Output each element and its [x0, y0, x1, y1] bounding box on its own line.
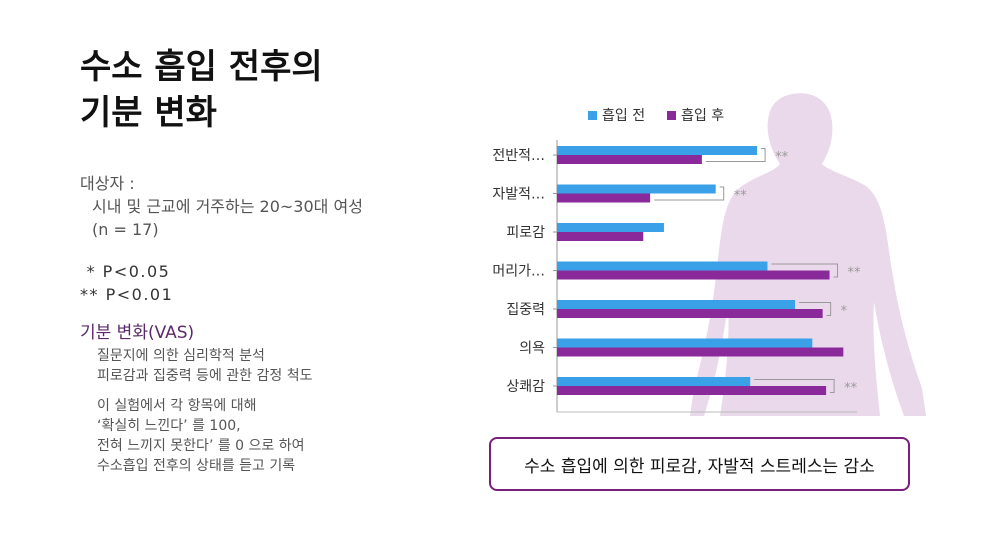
legend-swatch-before — [588, 110, 597, 120]
bar-after — [557, 386, 827, 395]
bar-after — [557, 155, 702, 164]
category-label: 의욕 — [519, 341, 545, 357]
significance-bracket — [654, 186, 725, 201]
legend-swatch-after — [667, 110, 677, 120]
bar-before — [557, 300, 796, 309]
method-notes-1: 질문지에 의한 심리학적 분석 피로감과 집중력 등에 관한 감정 척도 — [97, 346, 312, 386]
significance-marker: * — [841, 304, 848, 319]
bar-before — [557, 146, 758, 155]
significance-bracket — [705, 148, 766, 162]
silhouette-shape — [690, 93, 926, 417]
legend-label-after: 흡입 후 — [681, 108, 725, 124]
category-label: 자발적… — [492, 187, 545, 203]
p-value-1: * P<0.05 — [80, 262, 171, 281]
significance-bracket — [799, 302, 832, 316]
significance-bracket — [771, 263, 839, 278]
significance-bracket — [754, 379, 835, 393]
conclusion-text: 수소 흡입에 의한 피로감, 자발적 스트레스는 감소 — [524, 456, 875, 477]
bar-before — [557, 377, 751, 386]
subject-label: 대상자 : — [80, 174, 135, 193]
note-line: 질문지에 의한 심리학적 분석 — [97, 348, 265, 364]
category-label: 집중력 — [506, 302, 545, 318]
bar-before — [557, 338, 813, 348]
chart-legend: 흡입 전 흡입 후 — [588, 105, 724, 125]
title-line-2: 기분 변화 — [80, 93, 217, 133]
note-line: 수소흡입 전후의 상태를 듣고 기록 — [97, 458, 296, 474]
significance-marker: ** — [848, 266, 862, 281]
category-label: 상쾌감 — [506, 379, 545, 395]
subject-line-1: 시내 및 근교에 거주하는 20~30대 여성 — [92, 197, 363, 216]
bar-before — [557, 261, 768, 271]
section-heading: 기분 변화(VAS) — [80, 323, 195, 343]
category-label: 전반적… — [492, 148, 545, 164]
category-label: 머리가… — [492, 264, 545, 280]
note-line: 피로감과 집중력 등에 관한 감정 척도 — [97, 368, 313, 384]
p-value-legend: * P<0.05 ** P<0.01 — [80, 260, 173, 306]
legend-item-before: 흡입 전 — [588, 105, 645, 125]
page-title: 수소 흡입 전후의 기분 변화 — [80, 44, 323, 136]
p-value-2: ** P<0.01 — [80, 285, 174, 304]
woman-silhouette-image — [690, 93, 926, 417]
legend-item-after: 흡입 후 — [667, 105, 724, 125]
significance-marker: ** — [734, 189, 748, 204]
method-notes-2: 이 실험에서 각 항목에 대해 ‘확실히 느낀다’ 를 100, 전혀 느끼지 … — [97, 396, 305, 476]
bar-after — [557, 347, 844, 357]
note-line: 이 실험에서 각 항목에 대해 — [97, 398, 257, 414]
title-line-1: 수소 흡입 전후의 — [80, 47, 323, 87]
bar-after — [557, 270, 830, 280]
bar-before — [557, 184, 716, 194]
note-line: ‘확실히 느낀다’ 를 100, — [97, 418, 241, 434]
bar-before — [557, 223, 664, 232]
bar-after — [557, 309, 823, 318]
significance-marker: ** — [844, 381, 858, 396]
bar-after — [557, 193, 651, 203]
conclusion-box: 수소 흡입에 의한 피로감, 자발적 스트레스는 감소 — [489, 437, 910, 491]
bar-after — [557, 232, 644, 241]
significance-marker: ** — [775, 150, 789, 165]
legend-label-before: 흡입 전 — [602, 108, 646, 124]
subject-info: 대상자 : 시내 및 근교에 거주하는 20~30대 여성 (n = 17) — [80, 172, 363, 241]
note-line: 전혀 느끼지 못한다’ 를 0 으로 하여 — [97, 438, 305, 454]
category-label: 피로감 — [506, 225, 545, 241]
subject-line-2: (n = 17) — [92, 220, 159, 239]
